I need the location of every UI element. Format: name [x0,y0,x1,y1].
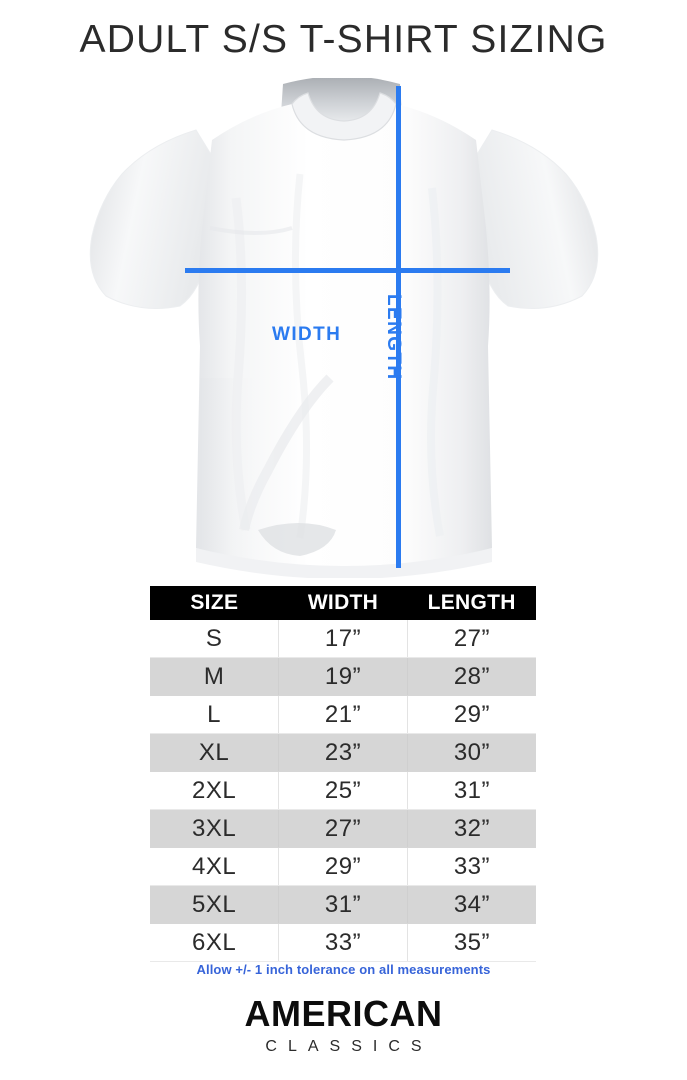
cell-width: 23” [278,733,408,772]
brand-logo: AMERICAN CLASSICS [0,994,687,1060]
cell-size: 4XL [150,847,280,886]
table-row: M 19” 28” [150,657,536,696]
cell-size: XL [150,733,280,772]
cell-width: 33” [278,923,408,962]
cell-width: 17” [278,620,408,658]
table-row: 5XL 31” 34” [150,885,536,924]
tshirt-illustration [89,78,599,578]
cell-length: 34” [407,885,536,924]
tshirt-diagram: WIDTH LENGTH [0,78,687,578]
cell-size: 3XL [150,809,280,848]
width-measure-line [185,268,510,273]
cell-size: 6XL [150,923,280,962]
table-row: 3XL 27” 32” [150,809,536,848]
cell-length: 30” [407,733,536,772]
cell-size: L [150,695,280,734]
cell-length: 31” [407,771,536,810]
table-row: 4XL 29” 33” [150,847,536,886]
column-header-size: SIZE [150,586,279,620]
cell-width: 29” [278,847,408,886]
cell-length: 32” [407,809,536,848]
table-header: SIZE WIDTH LENGTH [150,586,536,620]
cell-width: 19” [278,657,408,696]
table-body: S 17” 27” M 19” 28” L 21” 29” XL 23” 30”… [150,620,536,962]
cell-length: 33” [407,847,536,886]
tolerance-note: Allow +/- 1 inch tolerance on all measur… [196,962,491,977]
cell-size: 5XL [150,885,280,924]
page-title: ADULT S/S T-SHIRT SIZING [79,18,608,61]
cell-length: 29” [407,695,536,734]
brand-name: AMERICAN [244,993,443,1034]
table-row: L 21” 29” [150,695,536,734]
cell-size: S [150,620,280,658]
length-label: LENGTH [383,294,404,381]
cell-length: 27” [407,620,536,658]
length-measure-line [396,86,401,568]
cell-length: 28” [407,657,536,696]
column-header-length: LENGTH [407,586,536,620]
column-header-width: WIDTH [278,586,408,620]
table-row: S 17” 27” [150,620,536,658]
cell-size: 2XL [150,771,280,810]
width-label: WIDTH [272,324,342,345]
cell-width: 27” [278,809,408,848]
brand-tagline: CLASSICS [265,1038,433,1055]
cell-width: 25” [278,771,408,810]
table-row: 6XL 33” 35” [150,923,536,962]
cell-size: M [150,657,280,696]
cell-length: 35” [407,923,536,962]
size-chart-table: SIZE WIDTH LENGTH S 17” 27” M 19” 28” L … [150,586,536,962]
table-header-row: SIZE WIDTH LENGTH [150,586,536,620]
table-row: XL 23” 30” [150,733,536,772]
cell-width: 21” [278,695,408,734]
cell-width: 31” [278,885,408,924]
table-row: 2XL 25” 31” [150,771,536,810]
